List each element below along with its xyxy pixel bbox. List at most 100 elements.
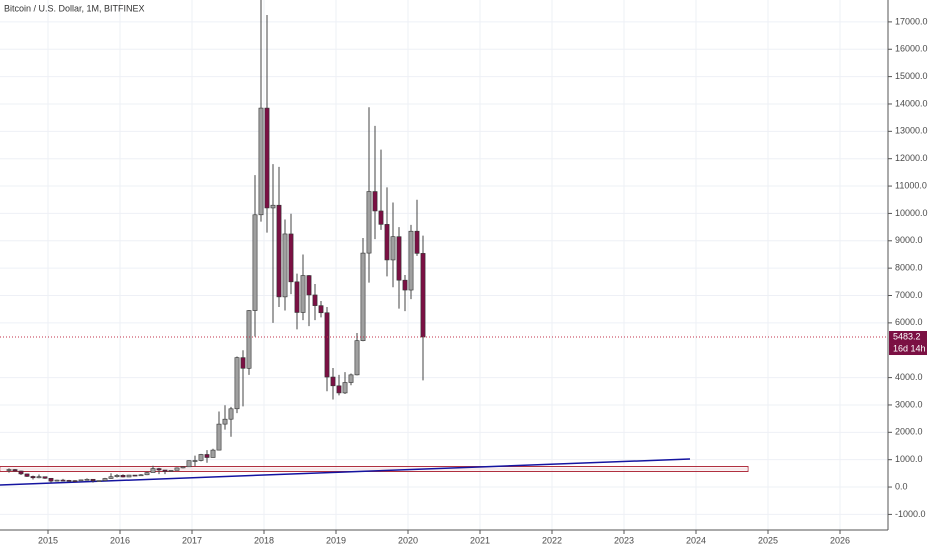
- countdown-box: [889, 343, 927, 356]
- y-tick-label: 14000.0: [895, 98, 928, 108]
- candle-body: [96, 480, 102, 482]
- candles: [6, 0, 426, 483]
- y-tick-label: 7000.0: [895, 290, 923, 300]
- y-tick-label: -1000.0: [895, 509, 926, 519]
- candle-body: [318, 305, 324, 314]
- chart-title: Bitcoin / U.S. Dollar, 1M, BITFINEX: [4, 3, 145, 13]
- candle-body: [240, 357, 246, 369]
- x-tick-label: 2023: [614, 535, 634, 545]
- candle-body: [186, 460, 192, 468]
- candle-body: [192, 460, 198, 462]
- y-tick-label: 10000.0: [895, 208, 928, 218]
- candle-body: [234, 357, 240, 410]
- candle-body: [48, 477, 54, 482]
- candle-body: [66, 480, 72, 482]
- candle-body: [258, 107, 264, 216]
- candle-body: [120, 474, 126, 478]
- candle-body: [396, 236, 402, 281]
- candle-body: [204, 454, 210, 458]
- candle-body: [36, 476, 42, 479]
- candle-body: [156, 468, 162, 471]
- candle-body: [216, 423, 222, 451]
- candle-body: [126, 474, 132, 478]
- candle-body: [276, 204, 282, 298]
- candle-body: [354, 340, 360, 376]
- candle-body: [102, 478, 108, 481]
- candle-body: [210, 449, 216, 458]
- candle-body: [228, 408, 234, 420]
- candle-body: [324, 312, 330, 378]
- candle-body: [264, 107, 270, 209]
- x-tick-label: 2015: [38, 535, 58, 545]
- countdown-label: 16d 14h: [893, 343, 926, 353]
- candle-body: [330, 376, 336, 387]
- candle-body: [30, 476, 36, 479]
- candle-body: [300, 275, 306, 313]
- x-tick-label: 2022: [542, 535, 562, 545]
- candle-body: [84, 478, 90, 481]
- x-tick-label: 2019: [326, 535, 346, 545]
- x-tick-label: 2021: [470, 535, 490, 545]
- x-tick-label: 2017: [182, 535, 202, 545]
- candle-body: [144, 472, 150, 476]
- candle-body: [294, 281, 300, 313]
- y-tick-label: 0.0: [895, 481, 908, 491]
- candle-body: [390, 236, 396, 261]
- candle-body: [420, 253, 426, 338]
- grid: [0, 0, 888, 530]
- y-tick-label: 6000.0: [895, 317, 923, 327]
- x-tick-label: 2025: [758, 535, 778, 545]
- candle-body: [150, 468, 156, 473]
- y-tick-label: 16000.0: [895, 44, 928, 54]
- y-tick-label: 4000.0: [895, 372, 923, 382]
- candle-body: [312, 294, 318, 306]
- candle-body: [90, 478, 96, 482]
- candle-body: [366, 191, 372, 254]
- candle-body: [72, 480, 78, 482]
- candle-body: [372, 191, 378, 212]
- x-tick-label: 2016: [110, 535, 130, 545]
- candle-body: [18, 470, 24, 475]
- x-tick-label: 2026: [830, 535, 850, 545]
- candle-body: [24, 473, 30, 477]
- candle-body: [198, 454, 204, 461]
- y-tick-label: 15000.0: [895, 71, 928, 81]
- y-tick-label: 11000.0: [895, 180, 927, 190]
- candle-body: [168, 470, 174, 472]
- candle-body: [270, 204, 276, 209]
- candle-body: [342, 382, 348, 394]
- candle-body: [402, 279, 408, 291]
- candle-body: [162, 469, 168, 472]
- candle-body: [114, 474, 120, 478]
- candle-body: [246, 310, 252, 369]
- candle-body: [180, 466, 186, 469]
- candle-body: [132, 474, 138, 477]
- candle-body: [42, 476, 48, 479]
- candle-body: [378, 210, 384, 225]
- y-tick-label: 3000.0: [895, 399, 923, 409]
- candle-body: [222, 418, 228, 425]
- last-price-label: 5483.2: [893, 331, 921, 341]
- candle-body: [360, 252, 366, 341]
- candle-body: [408, 230, 414, 291]
- candle-body: [12, 469, 18, 472]
- candle-body: [54, 479, 60, 482]
- candle-body: [60, 479, 66, 482]
- y-tick-label: 8000.0: [895, 263, 923, 273]
- y-tick-label: 13000.0: [895, 126, 928, 136]
- y-tick-label: 9000.0: [895, 235, 923, 245]
- candle-body: [384, 224, 390, 261]
- x-tick-label: 2020: [398, 535, 418, 545]
- x-tick-label: 2024: [686, 535, 706, 545]
- candle-body: [414, 230, 420, 254]
- candle-body: [348, 374, 354, 383]
- y-tick-label: 2000.0: [895, 427, 923, 437]
- last-price-box: [889, 331, 927, 344]
- trend-line: [0, 458, 691, 486]
- candle-body: [174, 467, 180, 471]
- candle-body: [288, 233, 294, 283]
- y-tick-label: 1000.0: [895, 454, 923, 464]
